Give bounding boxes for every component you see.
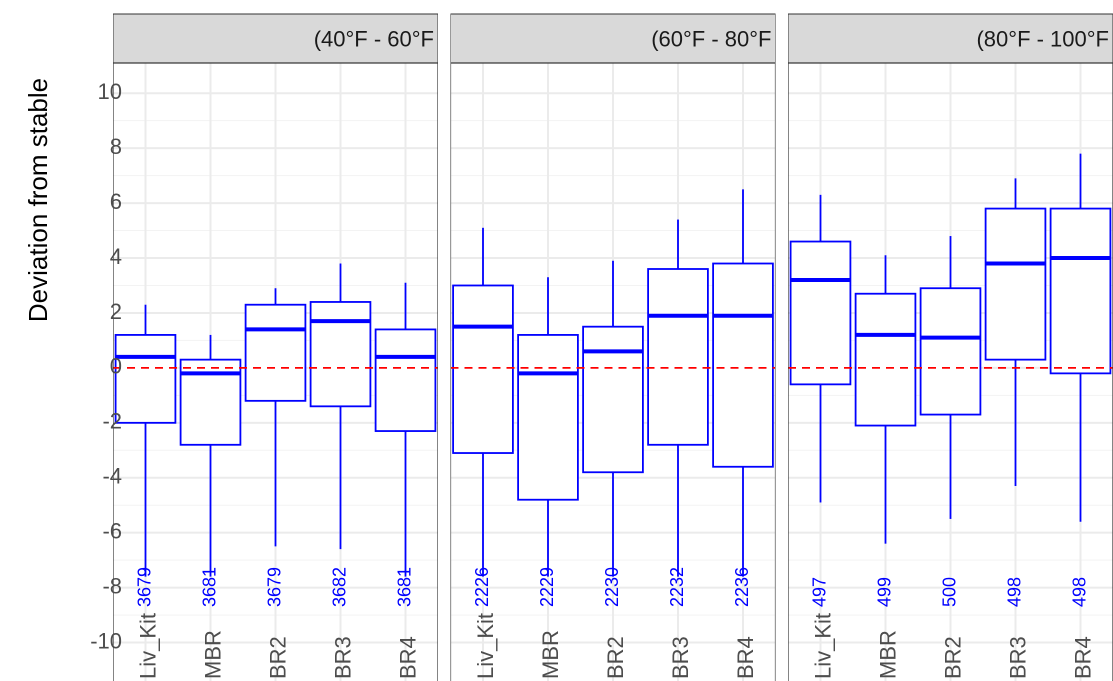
strip [113, 13, 438, 64]
count-label: 2229 [537, 567, 557, 607]
y-tick-label: -6 [102, 518, 122, 543]
box [984, 207, 1047, 361]
count-label: 497 [809, 577, 829, 607]
count-label: 498 [1069, 577, 1089, 607]
count-label: 499 [874, 577, 894, 607]
box [114, 334, 177, 424]
box [647, 268, 709, 446]
count-label: 2226 [472, 567, 492, 607]
y-tick-label: -4 [102, 464, 122, 489]
x-tick-label: Liv_Kit [473, 613, 498, 679]
x-tick-label: Liv_Kit [810, 613, 835, 679]
panel-border [113, 62, 438, 681]
panel: (60°F - 80°F 2226 Liv_Kit 2229 MBR 2230 BR2 223… [450, 13, 776, 681]
y-tick-label: -2 [102, 409, 122, 434]
count-label: 3679 [264, 567, 284, 607]
count-label: 2230 [602, 567, 622, 607]
box [452, 284, 514, 454]
box [582, 325, 644, 474]
x-tick-label: BR3 [668, 636, 693, 679]
count-label: 500 [939, 577, 959, 607]
x-tick-label: MBR [875, 630, 900, 679]
strip-title: (80°F - 100°F [976, 26, 1109, 51]
panel: (40°F - 60°F 3679 Liv_Kit 3681 MBR 3679 BR2 368… [113, 13, 438, 681]
count-label: 3681 [199, 567, 219, 607]
panel: (80°F - 100°F 497 Liv_Kit 499 MBR 500 BR2 498 BR… [788, 13, 1113, 681]
x-tick-label: BR3 [1005, 636, 1030, 679]
y-tick-label: -10 [90, 628, 122, 653]
y-axis-label: Deviation from stable [23, 78, 53, 322]
x-tick-label: MBR [538, 630, 563, 679]
y-tick-label: 8 [110, 134, 122, 159]
count-label: 3679 [134, 567, 154, 607]
panel-border [450, 62, 776, 681]
count-label: 3681 [394, 567, 414, 607]
panel-border [788, 62, 1113, 681]
box [854, 292, 917, 427]
y-tick-label: 6 [110, 189, 122, 214]
box [309, 301, 372, 408]
box [919, 287, 982, 416]
x-tick-label: BR2 [265, 636, 290, 679]
strip-title: (40°F - 60°F [314, 26, 434, 51]
x-tick-label: BR2 [603, 636, 628, 679]
y-tick-label: 0 [110, 354, 122, 379]
x-tick-label: BR4 [395, 636, 420, 679]
box [712, 262, 774, 468]
count-label: 2232 [667, 567, 687, 607]
y-tick-label: 10 [98, 79, 122, 104]
count-label: 2236 [732, 567, 752, 607]
box [244, 303, 307, 402]
box [1049, 207, 1112, 375]
x-tick-label: MBR [200, 630, 225, 679]
count-label: 3682 [329, 567, 349, 607]
y-tick-label: 4 [110, 244, 122, 269]
box [789, 240, 852, 386]
box [374, 328, 437, 432]
x-tick-label: Liv_Kit [135, 613, 160, 679]
x-tick-label: BR4 [733, 636, 758, 679]
y-tick-label: -8 [102, 573, 122, 598]
count-label: 498 [1004, 577, 1024, 607]
x-tick-label: BR3 [330, 636, 355, 679]
box [517, 334, 579, 501]
x-tick-label: BR2 [940, 636, 965, 679]
strip-title: (60°F - 80°F [651, 26, 771, 51]
y-tick-label: 2 [110, 299, 122, 324]
x-tick-label: BR4 [1070, 636, 1095, 679]
